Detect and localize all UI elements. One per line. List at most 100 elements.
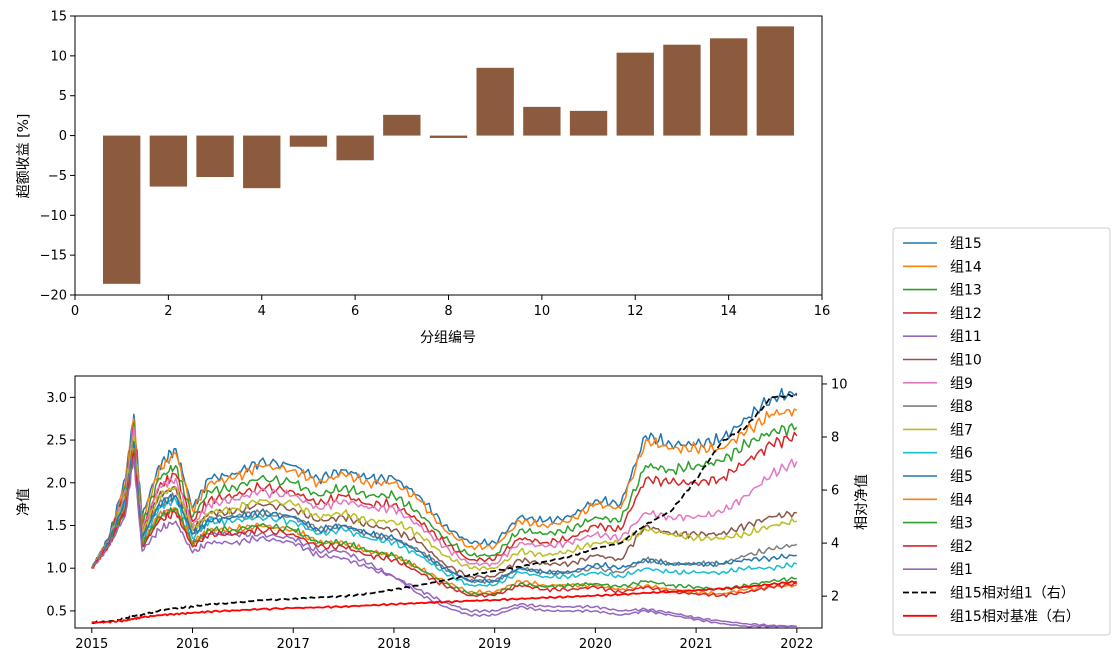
bar-x-tick-label: 14: [720, 304, 737, 319]
legend-label: 组14: [950, 259, 982, 275]
legend-label: 组7: [950, 422, 973, 438]
bar-y-tick-label: 5: [59, 89, 67, 104]
bar-x-tick-label: 2: [164, 304, 172, 319]
line-y2-tick-label: 6: [831, 484, 839, 499]
line-y2-tick-label: 8: [831, 431, 839, 446]
line-y2-tick-label: 10: [831, 377, 848, 392]
bar-x-tick-label: 4: [258, 304, 266, 319]
legend-label: 组15相对基准（右）: [950, 608, 1080, 625]
legend-label: 组2: [950, 539, 973, 555]
bar-y-tick-label: −10: [40, 209, 67, 224]
legend: 组15 组14 组13 组12 组11 组10 组9 组8 组7 组6 组5 组4 组3 组2 组1 组15相…: [892, 227, 1111, 636]
series-line-0: [91, 387, 798, 569]
line-y-tick-label: 2.5: [46, 434, 67, 449]
bar-x-tick-label: 0: [71, 304, 79, 319]
bar-4: [243, 135, 281, 189]
legend-label: 组15: [950, 236, 982, 252]
bar-12: [616, 52, 654, 136]
legend-label: 组9: [950, 376, 973, 392]
bar-y-axis-label: 超额收益 [%]: [16, 114, 32, 199]
series-line-14: [91, 456, 797, 628]
legend-label: 组4: [950, 492, 973, 508]
bar-y-axis: −20 −15 −10 −5 0 5 10 15: [40, 10, 75, 304]
line-chart: 2015 2016 2017 2018 2019 2020 2021 2022 0.5 1.0 1…: [16, 375, 870, 652]
line-x-tick-label: 2020: [579, 637, 612, 652]
bar-13: [663, 44, 701, 136]
bar-14: [709, 38, 748, 136]
bar-y-tick-label: −5: [48, 169, 67, 184]
bar-3: [196, 135, 234, 178]
line-y-axis-label: 净值: [16, 488, 32, 516]
line-x-axis: 2015 2016 2017 2018 2019 2020 2021 2022: [75, 628, 813, 652]
line-series-group: [91, 387, 798, 628]
legend-label: 组15相对组1（右）: [950, 586, 1075, 602]
bar-series: [103, 26, 794, 284]
legend-label: 组5: [950, 469, 973, 485]
line-y-axis: 0.5 1.0 1.5 2.0 2.5 3.0: [46, 391, 75, 619]
series-line-5: [91, 435, 797, 580]
line-x-tick-label: 2016: [176, 637, 209, 652]
series-line-3: [91, 426, 798, 569]
legend-label: 组11: [950, 329, 982, 345]
series-line-1: [91, 408, 798, 569]
bar-7: [383, 114, 421, 136]
bar-x-axis: 0 2 4 6 8 10 12 14 16: [71, 295, 830, 319]
bar-x-tick-label: 16: [814, 304, 831, 319]
bar-9: [476, 67, 514, 136]
series-line-7: [91, 439, 798, 585]
bar-x-tick-label: 6: [351, 304, 359, 319]
line-x-tick-label: 2022: [780, 637, 813, 652]
line-x-tick-label: 2021: [680, 637, 713, 652]
bar-y-tick-label: −15: [40, 249, 67, 264]
legend-label: 组13: [950, 283, 982, 299]
line-y2-tick-label: 2: [831, 590, 839, 605]
line-x-tick-label: 2018: [377, 637, 410, 652]
bar-x-tick-label: 10: [534, 304, 551, 319]
bar-x-tick-label: 8: [444, 304, 452, 319]
legend-label: 组1: [950, 562, 973, 578]
bar-11: [569, 110, 608, 136]
bar-1: [103, 135, 141, 284]
series-line-8: [91, 435, 797, 572]
bar-15: [756, 26, 794, 136]
legend-label: 组6: [950, 446, 973, 462]
series-line-16: [91, 580, 798, 624]
bar-10: [523, 106, 561, 136]
line-y2-tick-label: 4: [831, 537, 839, 552]
bar-y-tick-label: 10: [50, 49, 67, 64]
bar-chart: 0 2 4 6 8 10 12 14 16 −20 −15 −10 −5 0 5 10 15 分组编号 超额收…: [16, 10, 830, 347]
series-line-13: [91, 452, 797, 598]
line-y-tick-label: 2.0: [46, 476, 67, 491]
legend-label: 组8: [950, 399, 973, 415]
line-y-tick-label: 1.0: [46, 562, 67, 577]
bar-x-tick-label: 12: [627, 304, 644, 319]
series-line-12: [91, 449, 797, 596]
series-line-6: [91, 426, 798, 569]
line-y-tick-label: 3.0: [46, 391, 67, 406]
series-line-15: [91, 393, 798, 624]
line-y-tick-label: 1.5: [46, 519, 67, 534]
series-line-11: [91, 447, 797, 596]
legend-label: 组12: [950, 306, 982, 322]
bar-8: [429, 135, 468, 138]
bar-6: [336, 135, 374, 161]
bar-5: [289, 135, 328, 147]
line-x-tick-label: 2017: [277, 637, 310, 652]
series-line-10: [91, 441, 797, 584]
line-x-tick-label: 2019: [478, 637, 511, 652]
line-y-tick-label: 0.5: [46, 604, 67, 619]
series-line-2: [91, 422, 798, 569]
bar-y-tick-label: −20: [40, 289, 67, 304]
line-plot-frame: [74, 375, 823, 629]
line-y2-axis-label: 相对净值: [854, 474, 870, 530]
line-x-tick-label: 2015: [75, 637, 108, 652]
bar-x-axis-label: 分组编号: [420, 330, 476, 346]
bar-y-tick-label: 15: [50, 10, 67, 25]
line-y2-axis: 2 4 6 8 10: [822, 377, 848, 605]
bar-2: [149, 135, 188, 187]
legend-frame: [892, 227, 1111, 636]
bar-y-tick-label: 0: [59, 129, 67, 144]
legend-label: 组10: [950, 353, 982, 369]
legend-label: 组3: [950, 516, 973, 532]
